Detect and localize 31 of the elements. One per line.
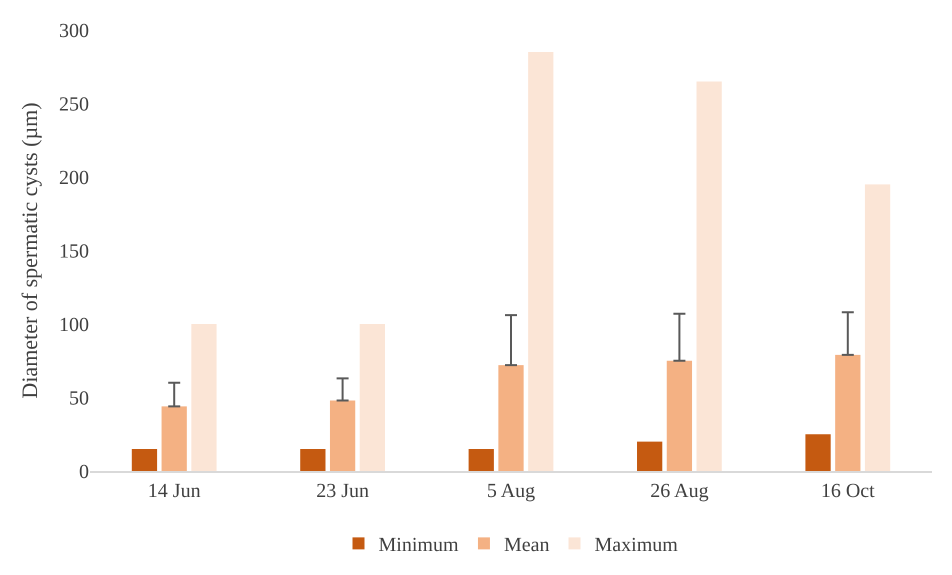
bar <box>330 400 356 471</box>
x-tick-label: 14 Jun <box>148 480 201 502</box>
x-tick-label: 16 Oct <box>820 480 876 502</box>
bar <box>805 434 831 471</box>
x-tick-label: 26 Aug <box>650 480 709 502</box>
y-tick-label: 200 <box>59 167 89 189</box>
bar <box>360 324 385 471</box>
y-tick-label: 50 <box>69 388 89 410</box>
bar <box>696 81 722 471</box>
bar <box>498 365 524 471</box>
bar <box>468 448 494 471</box>
y-tick-label: 0 <box>79 461 89 483</box>
y-tick-label: 300 <box>59 20 89 42</box>
bar <box>528 52 554 471</box>
legend-label: Minimum <box>378 534 459 556</box>
bar <box>835 354 860 471</box>
y-tick-label: 100 <box>59 314 89 336</box>
bar <box>300 448 326 471</box>
bar <box>132 448 158 471</box>
bar <box>162 406 187 471</box>
bar <box>191 324 217 471</box>
bar <box>666 360 692 471</box>
x-tick-label: 5 Aug <box>486 480 536 502</box>
legend-label: Maximum <box>594 534 678 556</box>
y-tick-label: 250 <box>59 94 89 116</box>
x-tick-label: 23 Jun <box>316 480 369 502</box>
bar <box>864 184 890 471</box>
legend-label: Mean <box>504 534 550 556</box>
bar <box>637 442 662 471</box>
y-axis-title: Diameter of spermatic cysts (µm) <box>16 102 42 399</box>
y-tick-label: 150 <box>59 240 89 262</box>
